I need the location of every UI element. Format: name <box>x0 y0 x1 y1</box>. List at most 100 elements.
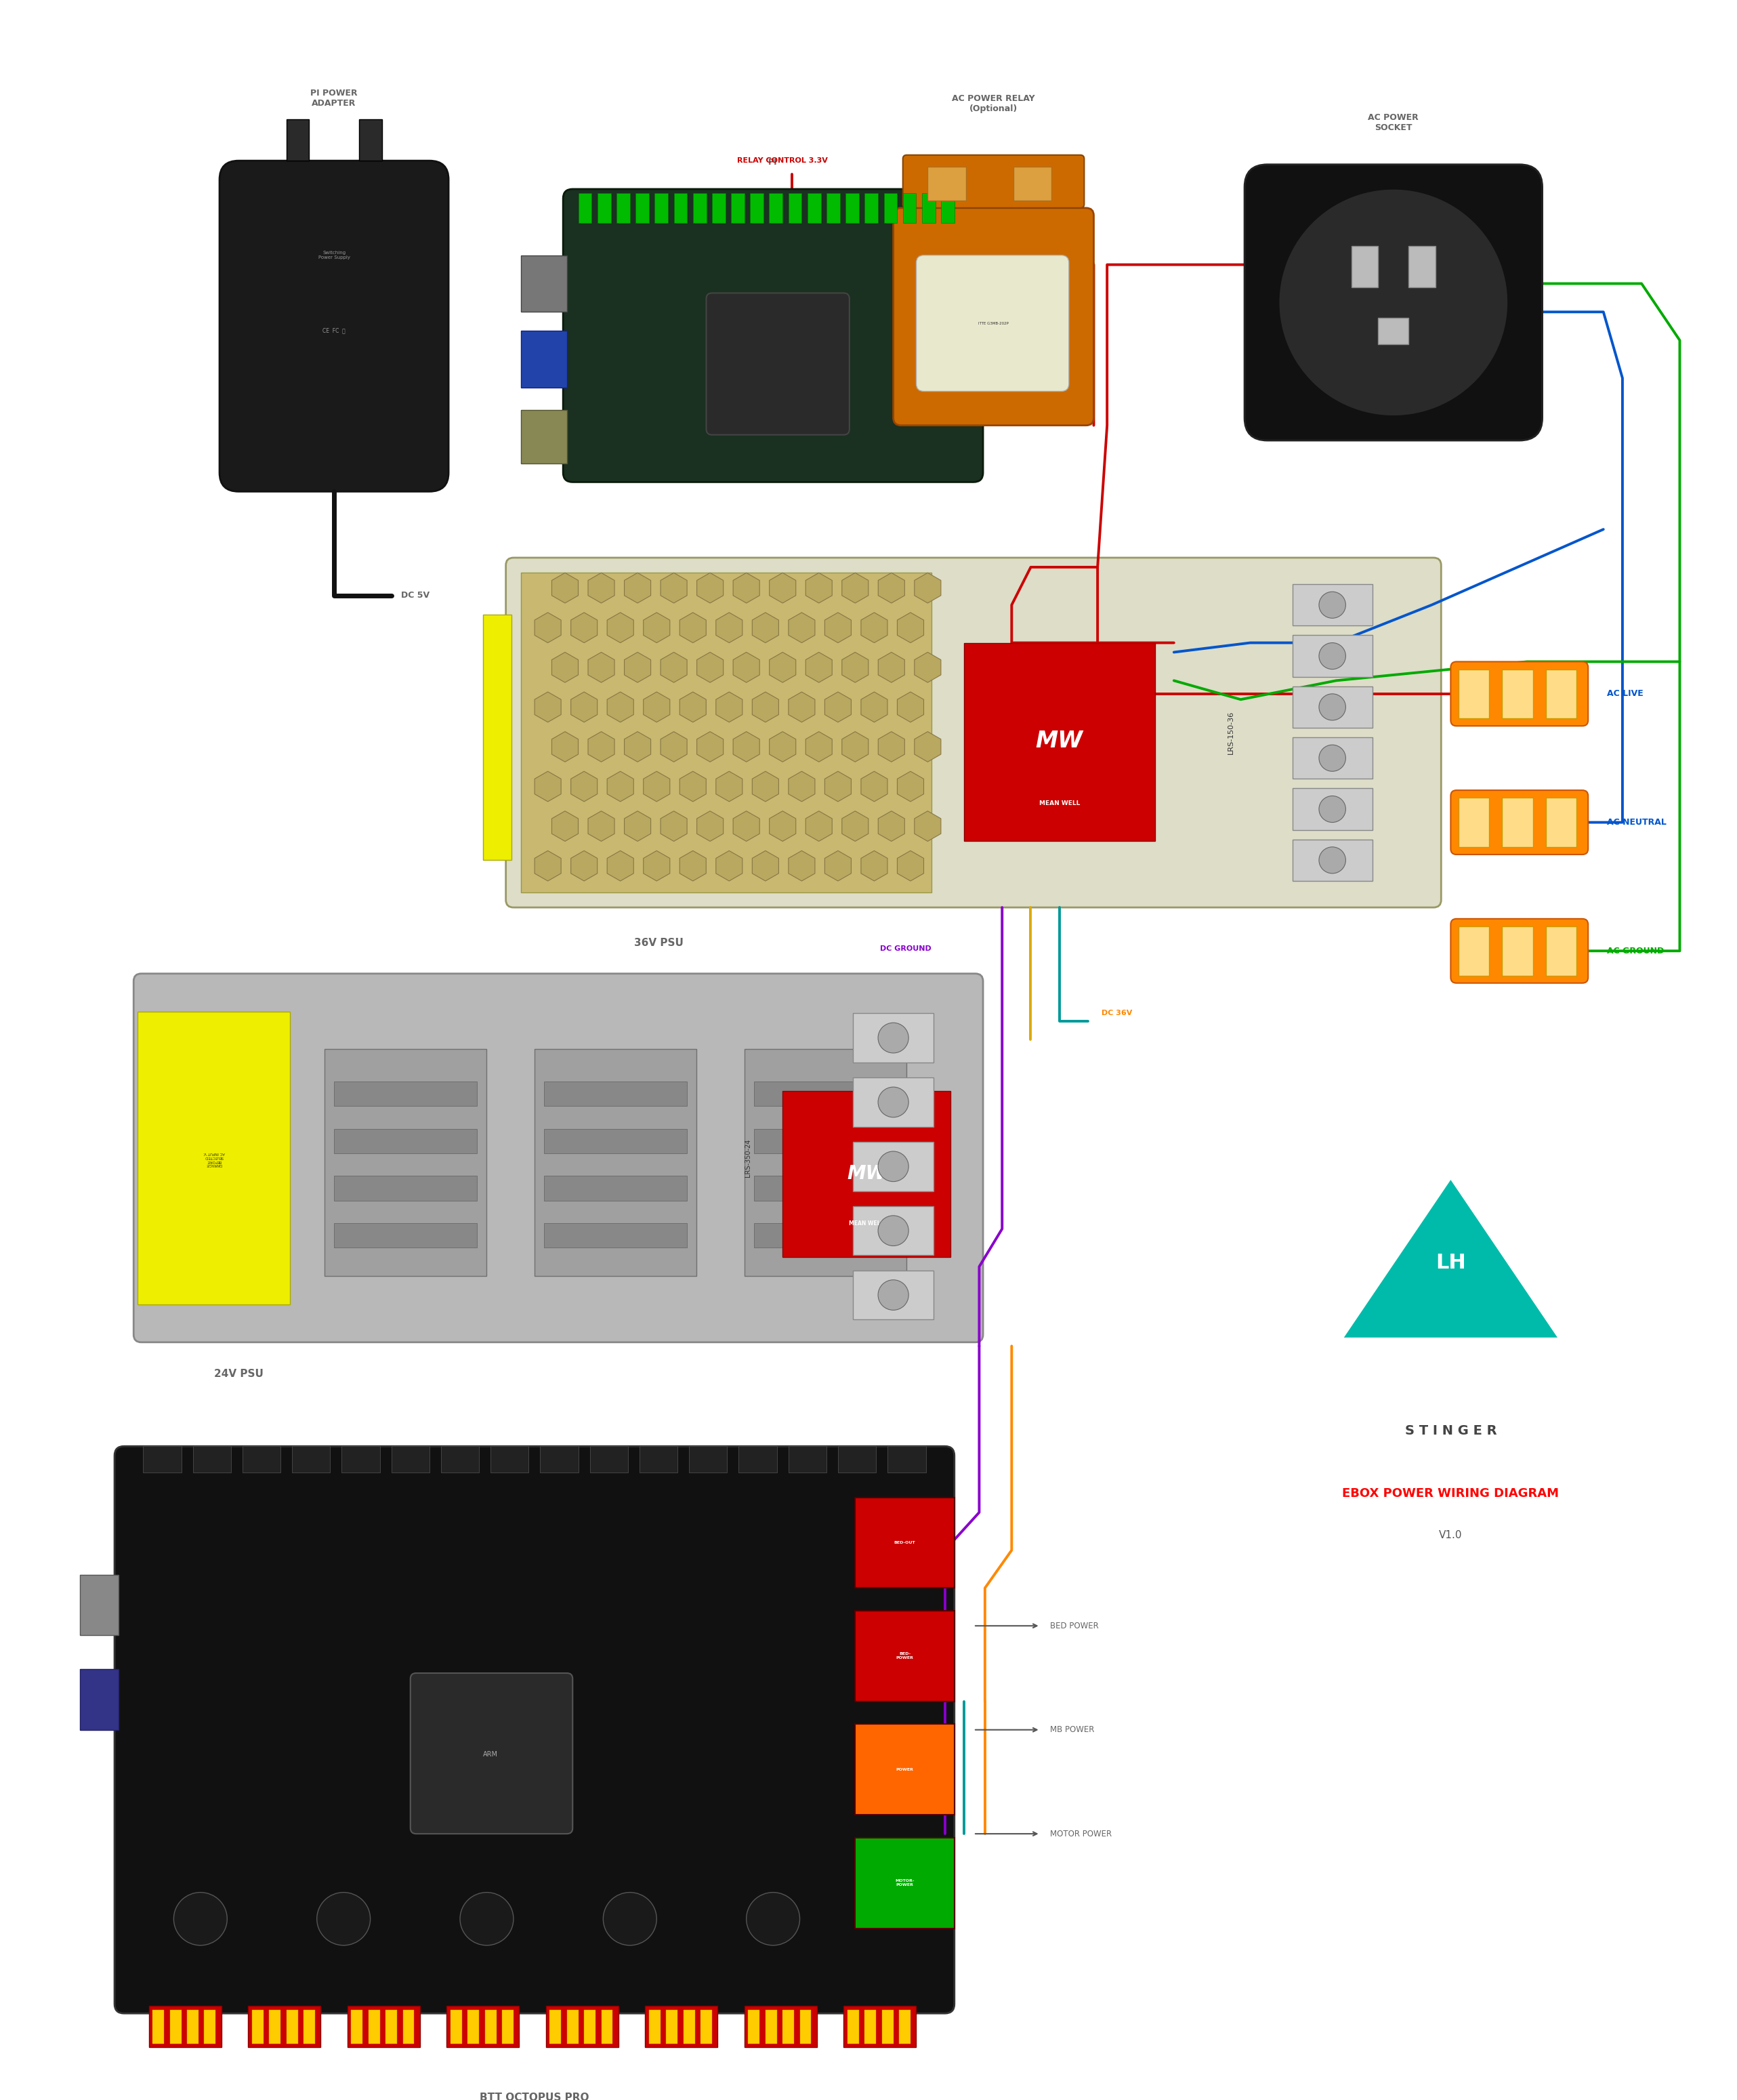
FancyBboxPatch shape <box>505 559 1442 907</box>
Bar <box>783 2010 794 2043</box>
Bar <box>855 1724 954 1814</box>
Bar <box>644 2006 717 2048</box>
Bar <box>964 643 1155 842</box>
Bar <box>347 2006 420 2048</box>
Bar <box>683 2010 695 2043</box>
Bar <box>941 193 954 223</box>
Bar <box>808 193 822 223</box>
Text: DAMAGE
BEFORE
SELECTED
AC INPUT V.: DAMAGE BEFORE SELECTED AC INPUT V. <box>203 1151 224 1166</box>
Bar <box>591 1447 629 1472</box>
Bar <box>368 2010 380 2043</box>
Text: S T I N G E R: S T I N G E R <box>1405 1424 1497 1439</box>
Bar <box>655 193 669 223</box>
Bar <box>855 1497 954 1588</box>
Text: Switching
Power Supply: Switching Power Supply <box>318 250 349 260</box>
Bar <box>750 193 764 223</box>
Bar <box>521 332 566 388</box>
Bar <box>903 193 915 223</box>
Text: ITTE G3MB-202P: ITTE G3MB-202P <box>978 321 1009 325</box>
Bar <box>1503 670 1532 718</box>
Text: LRS-350-24: LRS-350-24 <box>745 1138 752 1176</box>
Text: ARM: ARM <box>483 1751 499 1758</box>
FancyBboxPatch shape <box>115 1447 954 2014</box>
Bar <box>754 1128 896 1153</box>
Circle shape <box>1318 693 1346 720</box>
Bar <box>882 2010 893 2043</box>
Bar <box>325 1050 486 1277</box>
Bar <box>549 2010 561 2043</box>
Circle shape <box>460 1892 514 1945</box>
Bar <box>287 120 309 162</box>
Bar <box>700 2010 712 2043</box>
Bar <box>674 193 688 223</box>
Bar <box>1546 798 1577 846</box>
Bar <box>827 193 841 223</box>
Bar <box>188 2010 198 2043</box>
Text: BED POWER: BED POWER <box>1049 1621 1098 1630</box>
Bar <box>360 120 382 162</box>
Bar <box>598 193 611 223</box>
Bar <box>639 1447 677 1472</box>
Text: MW: MW <box>848 1166 886 1184</box>
Bar <box>153 2010 165 2043</box>
Bar <box>855 1838 954 1928</box>
Bar <box>578 193 592 223</box>
Text: DC -V: DC -V <box>893 1023 915 1029</box>
Bar <box>545 2006 618 2048</box>
Bar <box>900 2010 910 2043</box>
Bar <box>1351 246 1377 288</box>
FancyBboxPatch shape <box>1450 790 1588 855</box>
Circle shape <box>877 1088 908 1117</box>
Bar <box>928 166 966 199</box>
Bar <box>450 2010 462 2043</box>
Text: 36V PSU: 36V PSU <box>634 939 683 947</box>
Text: DC 5V: DC 5V <box>401 590 429 601</box>
Bar <box>521 410 566 464</box>
FancyBboxPatch shape <box>903 155 1084 208</box>
Bar <box>170 2010 181 2043</box>
Bar <box>853 1014 933 1063</box>
Bar <box>544 1128 688 1153</box>
Bar <box>1459 926 1489 976</box>
Bar <box>334 1222 478 1247</box>
Bar <box>342 1447 380 1472</box>
Circle shape <box>1278 189 1508 416</box>
Text: MOTOR POWER: MOTOR POWER <box>1049 1829 1112 1838</box>
Circle shape <box>1318 796 1346 823</box>
Bar <box>1292 737 1372 779</box>
Bar <box>789 193 802 223</box>
Text: MOTOR-
POWER: MOTOR- POWER <box>895 1880 914 1886</box>
Bar <box>252 2010 264 2043</box>
Bar <box>1292 840 1372 882</box>
Text: POWER: POWER <box>896 1768 914 1770</box>
Bar <box>584 2010 596 2043</box>
Bar <box>865 193 877 223</box>
Bar <box>636 193 650 223</box>
Bar <box>521 256 566 313</box>
Bar <box>535 1050 697 1277</box>
Bar <box>137 1012 290 1304</box>
Text: PI: PI <box>768 157 778 166</box>
Bar <box>1292 687 1372 729</box>
Bar <box>142 1447 181 1472</box>
Bar <box>731 193 745 223</box>
FancyBboxPatch shape <box>563 189 983 483</box>
FancyBboxPatch shape <box>915 256 1068 391</box>
Bar <box>467 2010 479 2043</box>
Polygon shape <box>1346 1182 1556 1336</box>
Bar <box>749 2010 759 2043</box>
Bar <box>754 1176 896 1201</box>
Bar <box>789 1447 827 1472</box>
Bar <box>745 2006 816 2048</box>
Circle shape <box>1318 643 1346 670</box>
Bar <box>799 2010 811 2043</box>
Bar <box>248 2006 321 2048</box>
Bar <box>1377 317 1409 344</box>
Text: DC GROUND: DC GROUND <box>881 945 931 953</box>
Bar <box>769 193 783 223</box>
Text: LH: LH <box>1435 1254 1466 1273</box>
Text: BTT OCTOPUS PRO: BTT OCTOPUS PRO <box>479 2094 589 2100</box>
Text: AC POWER
SOCKET: AC POWER SOCKET <box>1369 113 1419 132</box>
Bar <box>853 1205 933 1256</box>
Bar <box>754 1082 896 1107</box>
